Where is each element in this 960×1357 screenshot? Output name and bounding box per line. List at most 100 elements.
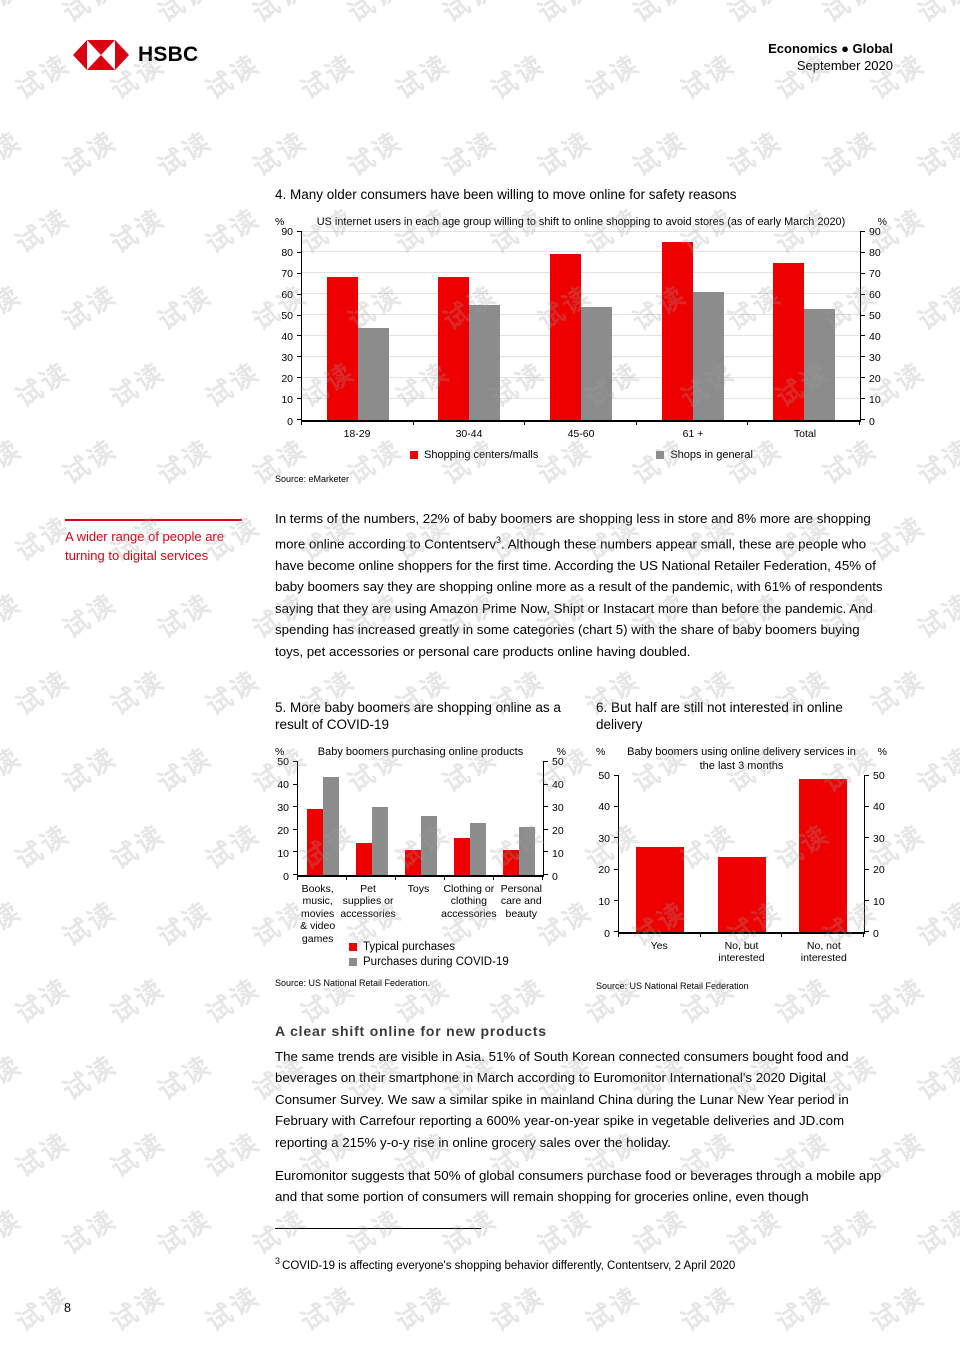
watermark-text: 试读 — [912, 895, 960, 953]
axis-tick — [860, 293, 865, 295]
chart-source: Source: US National Retail Federation. — [275, 978, 431, 989]
watermark-text: 试读 — [912, 279, 960, 337]
x-axis-tick — [699, 931, 701, 937]
axis-tick — [860, 377, 865, 379]
legend-item: Purchases during COVID-19 — [349, 956, 566, 968]
axis-tick — [297, 314, 302, 316]
bar-group — [494, 762, 543, 875]
x-axis-tick — [346, 874, 347, 880]
watermark-text: 试读 — [485, 1280, 551, 1338]
watermark-text: 试读 — [675, 1280, 741, 1338]
axis-tick — [864, 868, 869, 870]
x-axis-label: Total — [793, 427, 817, 440]
axis-tick — [864, 806, 869, 808]
y-axis-unit-right: % — [556, 745, 566, 758]
y-tick-label: 50 — [873, 769, 885, 782]
y-axis-unit-left: % — [596, 745, 606, 758]
y-axis-right: 0 10 20 30 40 50 — [544, 756, 566, 883]
y-tick-label: 40 — [277, 778, 289, 791]
axis-tick — [860, 398, 865, 400]
watermark-text: 试读 — [247, 125, 313, 183]
axis-tick — [614, 931, 619, 933]
y-tick-label: 30 — [281, 352, 293, 365]
y-tick-label: 20 — [873, 864, 885, 877]
bar — [580, 306, 612, 420]
chart-subtitle: Baby boomers using online delivery servi… — [627, 745, 856, 772]
bar-group — [445, 762, 494, 875]
page-number: 8 — [64, 1301, 71, 1315]
margin-note-text: A wider range of people are turning to d… — [65, 529, 224, 563]
y-tick-label: 70 — [281, 267, 293, 280]
footnote-text: COVID-19 is affecting everyone's shoppin… — [282, 1259, 736, 1272]
chart-6-online-delivery-interest: 6. But half are still not interested in … — [596, 699, 887, 991]
watermark-text: 试读 — [912, 1203, 960, 1261]
bar-groups — [619, 776, 864, 932]
y-tick-label: 10 — [281, 394, 293, 407]
x-axis-label: 45-60 — [567, 427, 595, 440]
watermark-text: 试读 — [770, 1280, 836, 1338]
axis-tick — [543, 874, 548, 876]
watermark-text: 试读 — [435, 0, 504, 30]
y-tick-label: 40 — [869, 331, 881, 344]
chart-legend: Typical purchases Purchases during COVID-… — [349, 941, 566, 968]
y-tick-label: 10 — [277, 847, 289, 860]
watermark-text: 试读 — [57, 1049, 123, 1107]
hsbc-hexagon-icon — [73, 40, 129, 70]
axis-tick — [297, 251, 302, 253]
y-tick-label: 10 — [873, 895, 885, 908]
axis-tick — [543, 828, 548, 830]
bar-groups — [302, 232, 860, 420]
axis-tick — [297, 419, 302, 420]
watermark-text: 试读 — [817, 125, 883, 183]
x-axis-label: Toys — [407, 882, 430, 895]
paragraph-text: . Although these numbers appear small, t… — [275, 536, 883, 659]
x-axis-tick — [412, 419, 414, 425]
report-date: September 2020 — [796, 58, 893, 73]
watermark-text: 试读 — [10, 1126, 76, 1184]
watermark-text: 试读 — [152, 125, 218, 183]
axis-tick — [297, 272, 302, 274]
x-axis-label: 61 + — [682, 427, 704, 440]
y-axis-left: 0 10 20 30 40 50 60 70 80 90 — [275, 226, 301, 428]
footnote-reference: 3 — [496, 534, 502, 545]
bar — [469, 304, 501, 420]
watermark-text: 试读 — [200, 1280, 266, 1338]
bar-group — [347, 762, 396, 875]
bar — [635, 847, 684, 932]
watermark-text: 试读 — [0, 125, 28, 183]
legend-item: Typical purchases — [349, 941, 566, 953]
y-tick-label: 0 — [604, 927, 610, 940]
bar-group — [298, 762, 347, 875]
y-tick-label: 10 — [869, 394, 881, 407]
margin-note-rule — [65, 519, 242, 521]
y-tick-label: 90 — [281, 225, 293, 238]
y-axis-unit-left: % — [275, 215, 285, 228]
y-tick-label: 30 — [873, 832, 885, 845]
x-axis-tick — [747, 419, 749, 425]
watermark-text: 试读 — [865, 1280, 931, 1338]
bar-group — [525, 232, 637, 420]
axis-tick — [543, 783, 548, 785]
x-axis-tick — [635, 419, 637, 425]
watermark-text: 试读 — [200, 202, 266, 260]
watermark-text: 试读 — [57, 279, 123, 337]
bar — [404, 849, 421, 875]
watermark-text: 试读 — [530, 0, 599, 30]
x-axis-tick — [395, 874, 396, 880]
chart-legend: Shopping centers/malls Shops in general — [275, 449, 887, 461]
y-tick-label: 20 — [598, 864, 610, 877]
bar — [799, 778, 848, 932]
watermark-text: 试读 — [152, 895, 218, 953]
bar — [469, 822, 486, 875]
watermark-text: 试读 — [625, 0, 694, 30]
watermark-text: 试读 — [105, 1126, 171, 1184]
legend-label: Shopping centers/malls — [424, 449, 539, 461]
watermark-text: 试读 — [0, 587, 28, 645]
watermark-text: 试读 — [57, 433, 123, 491]
y-tick-label: 30 — [598, 832, 610, 845]
gridline — [302, 251, 860, 253]
footnote: 3 COVID-19 is affecting everyone's shoppi… — [275, 1256, 887, 1272]
y-tick-label: 80 — [281, 246, 293, 259]
axis-tick — [293, 874, 298, 876]
chart-5-boomers-shopping-online: 5. More baby boomers are shopping online… — [275, 699, 566, 991]
